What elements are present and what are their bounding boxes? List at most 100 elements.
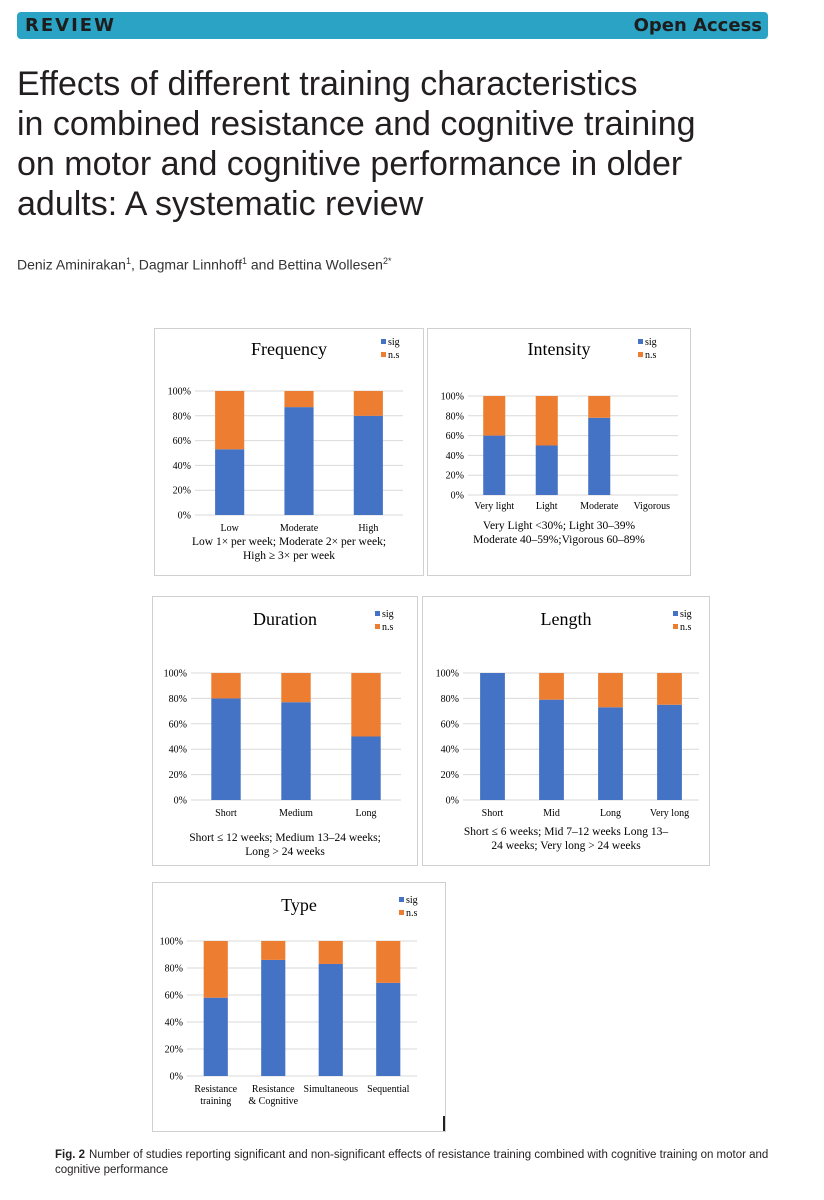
legend-label: n.s xyxy=(388,350,400,361)
author-affiliation: 1 xyxy=(241,256,247,266)
chart-note: High ≥ 3× per week xyxy=(243,550,335,562)
article-type-label: REVIEW xyxy=(25,15,116,36)
legend-label: n.s xyxy=(382,622,394,633)
legend-label: sig xyxy=(680,609,692,620)
y-tick-label: 40% xyxy=(441,745,459,756)
x-category-label: & Cognitive xyxy=(248,1096,298,1107)
x-category-label: Resistance xyxy=(194,1084,237,1095)
y-tick-label: 20% xyxy=(446,471,464,482)
x-category-label: Short xyxy=(482,808,504,819)
bar-ns xyxy=(261,941,286,960)
author-separator: and xyxy=(247,256,279,273)
y-tick-label: 80% xyxy=(165,964,183,975)
x-category-label: Very light xyxy=(474,501,514,512)
title-line: on motor and cognitive performance in ol… xyxy=(17,145,683,183)
legend-swatch xyxy=(381,339,386,344)
legend-swatch xyxy=(673,611,678,616)
bar-sig xyxy=(215,449,245,515)
type-chart-panel: Type sig n.s 0% 20% 40% 60% 80% 100% Resistance tr… xyxy=(152,882,446,1132)
bar-ns xyxy=(353,391,383,416)
bar-sig xyxy=(657,704,682,800)
bar-sig xyxy=(211,698,241,800)
chart-note: Moderate 40–59%;Vigorous 60–89% xyxy=(473,534,645,546)
author-list: Deniz Aminirakan1, Dagmar Linnhoff1 and … xyxy=(17,256,391,273)
chart-note: Short ≤ 6 weeks; Mid 7–12 weeks Long 13– xyxy=(464,826,669,838)
legend-swatch xyxy=(638,352,643,357)
bar-sig xyxy=(480,673,505,800)
figure-caption: Fig. 2 Number of studies reporting signif… xyxy=(55,1148,795,1178)
author-name[interactable]: Dagmar Linnhoff xyxy=(138,256,242,273)
bar-ns xyxy=(211,673,241,699)
y-tick-label: 100% xyxy=(164,669,187,680)
caption-text: Number of studies reporting significant … xyxy=(55,1149,769,1176)
bar-sig xyxy=(483,435,506,495)
chart-title: Type xyxy=(281,895,317,915)
author-name[interactable]: Bettina Wollesen xyxy=(278,256,383,273)
x-category-label: training xyxy=(200,1096,231,1107)
figure-label: Fig. 2 xyxy=(55,1149,86,1161)
bar-ns xyxy=(598,673,623,708)
bar-sig xyxy=(376,982,401,1076)
legend-swatch xyxy=(375,611,380,616)
y-tick-label: 60% xyxy=(173,436,191,447)
y-tick-label: 0% xyxy=(170,1072,183,1083)
bar-sig xyxy=(281,702,311,800)
legend-label: sig xyxy=(645,337,657,348)
bar-sig xyxy=(203,997,228,1076)
chart-svg: Length sig n.s 0% 20% 40% 60% 80% 100% Short Mid Lo… xyxy=(436,609,699,852)
chart-note: Very Light <30%; Light 30–39% xyxy=(483,520,636,532)
frequency-chart-panel: Frequency sig n.s 0% 20% 40% 60% 80% 100% Low Mode… xyxy=(154,328,424,576)
bar-ns xyxy=(215,391,245,450)
bar-ns xyxy=(539,673,564,700)
y-tick-label: 100% xyxy=(441,392,464,403)
chart-note: Short ≤ 12 weeks; Medium 13–24 weeks; xyxy=(189,832,381,844)
chart-svg: Type sign.s0%20%40%60%80%100%Resistancetr… xyxy=(160,895,418,1107)
chart-svg: Intensity sig n.s 0% 20% 40% 60% 80% 100% Very li… xyxy=(441,337,678,546)
bar-ns xyxy=(281,673,311,703)
x-category-label: Short xyxy=(215,808,237,819)
y-tick-label: 80% xyxy=(173,411,191,422)
x-category-label: Long xyxy=(355,808,376,819)
y-tick-label: 60% xyxy=(446,431,464,442)
title-line: Effects of different training characteri… xyxy=(17,65,638,103)
bar-ns xyxy=(376,941,401,983)
legend-swatch xyxy=(375,624,380,629)
bar-sig xyxy=(598,707,623,800)
bar-ns xyxy=(351,673,381,737)
bar-sig xyxy=(588,417,611,495)
chart-title: Duration xyxy=(253,609,317,629)
article-type-banner: REVIEW Open Access xyxy=(17,12,768,39)
chart-title: Length xyxy=(541,609,592,629)
y-tick-label: 100% xyxy=(168,387,191,398)
bar-sig xyxy=(261,959,286,1076)
bar-sig xyxy=(535,445,558,495)
y-tick-label: 100% xyxy=(436,669,459,680)
y-tick-label: 0% xyxy=(446,796,459,807)
y-tick-label: 20% xyxy=(169,770,187,781)
x-category-label: High xyxy=(358,523,378,534)
author-affiliation: 1 xyxy=(125,256,131,266)
bar-ns xyxy=(588,396,611,418)
x-category-label: Low xyxy=(220,523,239,534)
legend-swatch xyxy=(638,339,643,344)
bar-sig xyxy=(353,415,383,515)
legend-swatch xyxy=(399,897,404,902)
x-category-label: Resistance xyxy=(252,1084,295,1095)
length-chart-panel: Length sig n.s 0% 20% 40% 60% 80% 100% Short Mid Lo… xyxy=(422,596,710,866)
author-name[interactable]: Deniz Aminirakan xyxy=(17,256,126,273)
x-category-label: Mid xyxy=(543,808,560,819)
legend-swatch xyxy=(399,910,404,915)
title-line: in combined resistance and cognitive tra… xyxy=(17,105,696,143)
bar-sig xyxy=(351,736,381,800)
y-tick-label: 0% xyxy=(178,511,191,522)
author-separator: , xyxy=(130,256,139,273)
y-tick-label: 60% xyxy=(169,719,187,730)
y-tick-label: 20% xyxy=(165,1045,183,1056)
x-category-label: Simultaneous xyxy=(304,1084,359,1095)
legend-swatch xyxy=(381,352,386,357)
y-tick-label: 80% xyxy=(446,411,464,422)
bar-ns xyxy=(535,396,558,446)
chart-svg: Duration sig n.s 0% 20% 40% 60% 80% 100% Short Med… xyxy=(164,609,401,858)
y-tick-label: 40% xyxy=(173,461,191,472)
legend-label: n.s xyxy=(645,350,657,361)
